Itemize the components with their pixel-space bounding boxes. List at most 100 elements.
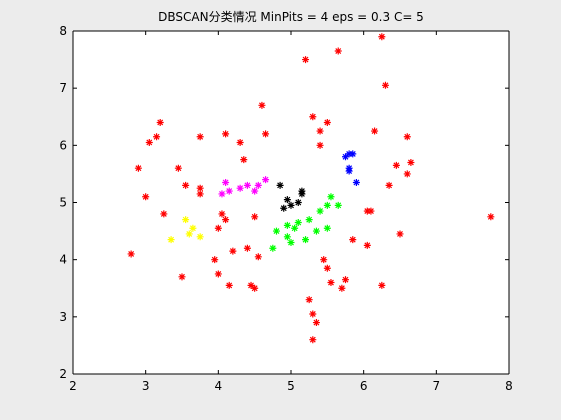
data-point	[196, 133, 204, 141]
data-point	[316, 141, 324, 149]
data-point	[251, 187, 259, 195]
data-points-layer	[127, 33, 495, 344]
data-point	[218, 210, 226, 218]
y-tick-label: 2	[59, 367, 67, 381]
data-point	[222, 178, 230, 186]
data-point	[211, 256, 219, 264]
data-point	[254, 181, 262, 189]
x-tick-label: 6	[360, 379, 368, 393]
data-point	[269, 244, 277, 252]
data-point	[352, 178, 360, 186]
data-point	[342, 153, 349, 161]
data-point	[396, 230, 404, 238]
data-point	[407, 158, 415, 166]
data-point	[334, 47, 342, 55]
y-tick-label: 7	[59, 81, 67, 95]
data-point	[403, 133, 411, 141]
data-point	[345, 150, 353, 158]
data-point	[363, 207, 371, 215]
data-point	[487, 213, 495, 221]
data-point	[174, 164, 182, 172]
data-point	[378, 33, 386, 41]
data-point	[178, 273, 186, 281]
x-tick-label: 2	[69, 379, 77, 393]
data-point	[302, 56, 310, 64]
data-point	[167, 236, 175, 244]
data-point	[287, 201, 295, 209]
data-point	[309, 336, 317, 344]
data-point	[160, 210, 168, 218]
data-point	[276, 181, 284, 189]
data-point	[403, 170, 411, 178]
data-point	[243, 244, 251, 252]
data-point	[316, 127, 324, 135]
data-point	[214, 270, 222, 278]
data-point	[185, 230, 193, 238]
data-point	[323, 118, 331, 126]
data-point	[305, 296, 313, 304]
data-point	[153, 133, 161, 141]
x-tick-label: 5	[287, 379, 295, 393]
cluster-series-1	[127, 33, 495, 344]
data-point	[236, 184, 244, 192]
data-point	[305, 216, 313, 224]
x-tick-label: 3	[142, 379, 150, 393]
data-point	[338, 284, 346, 292]
data-point	[222, 130, 230, 138]
data-point	[367, 207, 375, 215]
data-point	[334, 201, 342, 209]
data-point	[342, 276, 349, 284]
y-tick-label: 8	[59, 24, 67, 38]
data-point	[127, 250, 135, 258]
data-point	[196, 184, 204, 192]
data-point	[323, 201, 331, 209]
data-point	[283, 233, 291, 241]
data-point	[283, 221, 291, 229]
data-point	[189, 224, 197, 232]
cluster-series-2	[167, 216, 204, 244]
y-tick-label: 3	[59, 310, 67, 324]
cluster-series-3	[218, 176, 270, 198]
data-point	[312, 319, 320, 327]
data-point	[302, 236, 310, 244]
data-point	[182, 181, 190, 189]
data-point	[254, 253, 262, 261]
data-point	[349, 150, 357, 158]
data-point	[309, 113, 317, 121]
data-point	[225, 281, 233, 289]
axis-ticks: 2 3 4 5 6 7 8 2 3 4 5 6 7 8	[59, 24, 512, 393]
data-point	[196, 190, 204, 198]
data-point	[258, 101, 266, 109]
data-point	[323, 224, 331, 232]
data-point	[349, 236, 357, 244]
data-point	[214, 224, 222, 232]
data-point	[381, 81, 389, 89]
data-point	[363, 241, 371, 249]
data-point	[312, 227, 320, 235]
data-point	[378, 281, 386, 289]
data-point	[323, 264, 331, 272]
data-point	[294, 219, 302, 227]
y-tick-label: 4	[59, 253, 67, 267]
y-tick-label: 6	[59, 138, 67, 152]
data-point	[371, 127, 379, 135]
data-point	[145, 138, 153, 146]
x-tick-label: 4	[215, 379, 223, 393]
data-point	[327, 279, 335, 287]
data-point	[287, 239, 295, 247]
cluster-series-4	[269, 193, 342, 252]
data-point	[196, 233, 204, 241]
data-point	[309, 310, 317, 318]
data-point	[272, 227, 280, 235]
data-point	[229, 247, 237, 255]
chart-title: DBSCAN分类情况 MinPits = 4 eps = 0.3 C= 5	[158, 10, 424, 24]
data-point	[316, 207, 324, 215]
data-point	[385, 181, 393, 189]
data-point	[345, 164, 353, 172]
data-point	[240, 156, 248, 164]
data-point	[392, 161, 400, 169]
data-point	[291, 224, 299, 232]
data-point	[243, 181, 251, 189]
data-point	[294, 199, 302, 206]
data-point	[156, 118, 164, 126]
